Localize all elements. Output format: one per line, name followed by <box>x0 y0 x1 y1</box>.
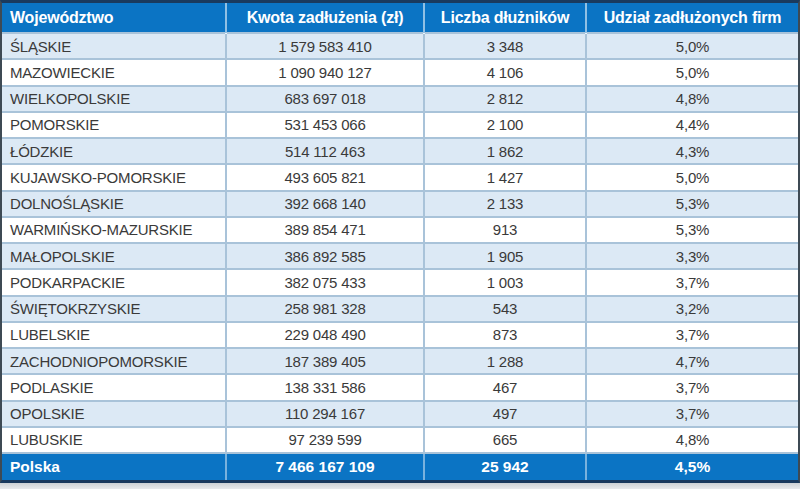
table-row: ŚLĄSKIE1 579 583 4103 3485,0% <box>2 33 798 59</box>
cell-share: 4,8% <box>586 427 798 453</box>
cell-share: 3,7% <box>586 269 798 295</box>
debt-table-container: Województwo Kwota zadłużenia (zł) Liczba… <box>0 0 800 483</box>
table-row: ZACHODNIOPOMORSKIE187 389 4051 2884,7% <box>2 348 798 374</box>
cell-share: 5,0% <box>586 33 798 59</box>
cell-region: LUBELSKIE <box>2 322 226 348</box>
cell-debtors: 1 905 <box>424 243 586 269</box>
cell-debt: 258 981 328 <box>226 296 424 322</box>
cell-debtors: 913 <box>424 217 586 243</box>
table-row: LUBUSKIE97 239 5996654,8% <box>2 427 798 453</box>
table-row: WARMIŃSKO-MAZURSKIE389 854 4719135,3% <box>2 217 798 243</box>
cell-share: 4,8% <box>586 86 798 112</box>
header-row: Województwo Kwota zadłużenia (zł) Liczba… <box>2 3 798 33</box>
cell-region: KUJAWSKO-POMORSKIE <box>2 164 226 190</box>
table-row: PODLASKIE138 331 5864673,7% <box>2 374 798 400</box>
cell-debt: 1 090 940 127 <box>226 59 424 85</box>
total-debt: 7 466 167 109 <box>226 453 424 480</box>
cell-region: ŁÓDZKIE <box>2 138 226 164</box>
table-row: POMORSKIE531 453 0662 1004,4% <box>2 112 798 138</box>
cell-share: 5,3% <box>586 191 798 217</box>
cell-debt: 531 453 066 <box>226 112 424 138</box>
cell-debtors: 4 106 <box>424 59 586 85</box>
total-region: Polska <box>2 453 226 480</box>
total-share: 4,5% <box>586 453 798 480</box>
cell-region: ZACHODNIOPOMORSKIE <box>2 348 226 374</box>
cell-share: 3,7% <box>586 322 798 348</box>
cell-share: 4,3% <box>586 138 798 164</box>
table-row: OPOLSKIE110 294 1674973,7% <box>2 401 798 427</box>
cell-debtors: 2 133 <box>424 191 586 217</box>
cell-region: WIELKOPOLSKIE <box>2 86 226 112</box>
cell-debt: 187 389 405 <box>226 348 424 374</box>
total-row: Polska 7 466 167 109 25 942 4,5% <box>2 453 798 480</box>
table-row: KUJAWSKO-POMORSKIE493 605 8211 4275,0% <box>2 164 798 190</box>
cell-share: 3,3% <box>586 243 798 269</box>
cell-region: ŚLĄSKIE <box>2 33 226 59</box>
table-row: MAŁOPOLSKIE386 892 5851 9053,3% <box>2 243 798 269</box>
table-row: WIELKOPOLSKIE683 697 0182 8124,8% <box>2 86 798 112</box>
table-row: DOLNOŚLĄSKIE392 668 1402 1335,3% <box>2 191 798 217</box>
cell-debt: 138 331 586 <box>226 374 424 400</box>
cell-debt: 1 579 583 410 <box>226 33 424 59</box>
table-body: ŚLĄSKIE1 579 583 4103 3485,0%MAZOWIECKIE… <box>2 33 798 453</box>
cell-debt: 110 294 167 <box>226 401 424 427</box>
cell-region: MAZOWIECKIE <box>2 59 226 85</box>
cell-region: MAŁOPOLSKIE <box>2 243 226 269</box>
cell-share: 3,7% <box>586 374 798 400</box>
cell-debtors: 497 <box>424 401 586 427</box>
cell-share: 5,0% <box>586 164 798 190</box>
cell-share: 3,2% <box>586 296 798 322</box>
cell-region: ŚWIĘTOKRZYSKIE <box>2 296 226 322</box>
debt-table: Województwo Kwota zadłużenia (zł) Liczba… <box>2 3 798 480</box>
cell-debtors: 1 427 <box>424 164 586 190</box>
column-header-debt: Kwota zadłużenia (zł) <box>226 3 424 33</box>
cell-debt: 389 854 471 <box>226 217 424 243</box>
cell-debt: 386 892 585 <box>226 243 424 269</box>
cell-debt: 97 239 599 <box>226 427 424 453</box>
cell-region: POMORSKIE <box>2 112 226 138</box>
total-debtors: 25 942 <box>424 453 586 480</box>
cell-region: DOLNOŚLĄSKIE <box>2 191 226 217</box>
cell-share: 5,0% <box>586 59 798 85</box>
table-row: PODKARPACKIE382 075 4331 0033,7% <box>2 269 798 295</box>
cell-debtors: 543 <box>424 296 586 322</box>
cell-debtors: 1 288 <box>424 348 586 374</box>
cell-debt: 493 605 821 <box>226 164 424 190</box>
cell-debt: 514 112 463 <box>226 138 424 164</box>
cell-share: 4,4% <box>586 112 798 138</box>
cell-debt: 229 048 490 <box>226 322 424 348</box>
table-row: ŁÓDZKIE514 112 4631 8624,3% <box>2 138 798 164</box>
cell-region: OPOLSKIE <box>2 401 226 427</box>
cell-region: PODKARPACKIE <box>2 269 226 295</box>
column-header-debtors: Liczba dłużników <box>424 3 586 33</box>
cell-debtors: 2 100 <box>424 112 586 138</box>
table-footer: Polska 7 466 167 109 25 942 4,5% <box>2 453 798 480</box>
table-bottom-shadow <box>0 483 800 489</box>
table-row: ŚWIĘTOKRZYSKIE258 981 3285433,2% <box>2 296 798 322</box>
cell-share: 5,3% <box>586 217 798 243</box>
cell-debtors: 873 <box>424 322 586 348</box>
cell-region: WARMIŃSKO-MAZURSKIE <box>2 217 226 243</box>
cell-debt: 382 075 433 <box>226 269 424 295</box>
table-row: LUBELSKIE229 048 4908733,7% <box>2 322 798 348</box>
cell-debtors: 3 348 <box>424 33 586 59</box>
cell-share: 4,7% <box>586 348 798 374</box>
cell-debtors: 1 003 <box>424 269 586 295</box>
cell-region: PODLASKIE <box>2 374 226 400</box>
cell-share: 3,7% <box>586 401 798 427</box>
cell-debtors: 467 <box>424 374 586 400</box>
cell-debtors: 665 <box>424 427 586 453</box>
cell-region: LUBUSKIE <box>2 427 226 453</box>
column-header-share: Udział zadłużonych firm <box>586 3 798 33</box>
table-header: Województwo Kwota zadłużenia (zł) Liczba… <box>2 3 798 33</box>
cell-debt: 683 697 018 <box>226 86 424 112</box>
table-row: MAZOWIECKIE1 090 940 1274 1065,0% <box>2 59 798 85</box>
cell-debtors: 1 862 <box>424 138 586 164</box>
cell-debt: 392 668 140 <box>226 191 424 217</box>
debt-table-page: Województwo Kwota zadłużenia (zł) Liczba… <box>0 0 800 489</box>
cell-debtors: 2 812 <box>424 86 586 112</box>
column-header-region: Województwo <box>2 3 226 33</box>
